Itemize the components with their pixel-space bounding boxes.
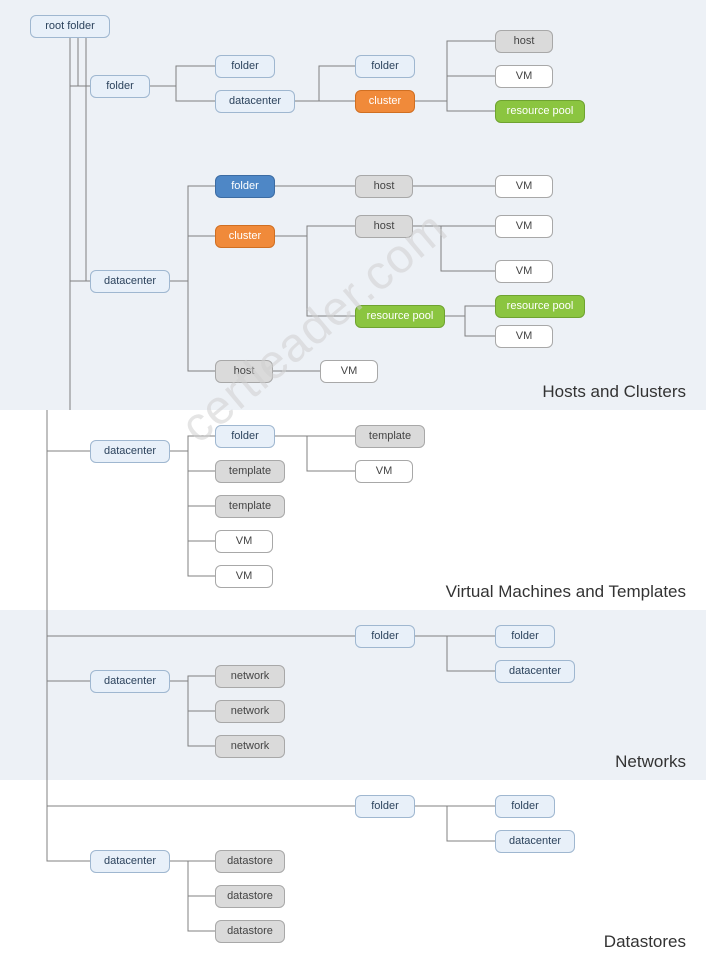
node-rp0: resource pool: [495, 100, 585, 123]
node-nw3: network: [215, 735, 285, 758]
section-vms-templates: datacenter folder template template VM VM temp…: [0, 410, 706, 610]
node-host5: host: [215, 360, 273, 383]
node-ds1: datastore: [215, 850, 285, 873]
node-nw1: network: [215, 665, 285, 688]
node-rp1: resource pool: [355, 305, 445, 328]
section-label-hosts-clusters: Hosts and Clusters: [542, 382, 686, 402]
section-label-datastores: Datastores: [604, 932, 686, 952]
node-nf1: folder: [355, 625, 415, 648]
section-hosts-clusters: root folder folder folder datacenter folder c…: [0, 0, 706, 410]
node-f2: folder: [355, 55, 415, 78]
node-df2: folder: [495, 795, 555, 818]
section-label-vms-templates: Virtual Machines and Templates: [446, 582, 686, 602]
wires-networks: [0, 610, 706, 780]
node-vf1: folder: [215, 425, 275, 448]
node-vm6: VM: [320, 360, 378, 383]
node-cl1: cluster: [355, 90, 415, 113]
node-dc3: datacenter: [90, 670, 170, 693]
diagram-canvas: root folder folder folder datacenter folder c…: [0, 0, 706, 960]
node-ds2: datastore: [215, 885, 285, 908]
node-f1: folder: [90, 75, 150, 98]
node-rp2: resource pool: [495, 295, 585, 318]
node-vm4a: VM: [495, 215, 553, 238]
wires-hosts-clusters: [0, 0, 706, 410]
section-networks: datacenter network network network folder fol…: [0, 610, 706, 780]
node-dc4: datacenter: [90, 850, 170, 873]
node-root: root folder: [30, 15, 110, 38]
node-vt2: template: [215, 495, 285, 518]
node-f1a: folder: [215, 55, 275, 78]
section-label-networks: Networks: [615, 752, 686, 772]
node-vvm2: VM: [215, 565, 273, 588]
node-vm4b: VM: [495, 260, 553, 283]
node-vvm1: VM: [215, 530, 273, 553]
node-dc2: datacenter: [90, 440, 170, 463]
node-vm0: VM: [495, 65, 553, 88]
node-df1: folder: [355, 795, 415, 818]
node-ndc: datacenter: [495, 660, 575, 683]
node-vm5: VM: [495, 325, 553, 348]
node-f3: folder: [215, 175, 275, 198]
node-vm3: VM: [495, 175, 553, 198]
node-host3: host: [355, 175, 413, 198]
node-dc1: datacenter: [90, 270, 170, 293]
node-ddc: datacenter: [495, 830, 575, 853]
node-vvm0: VM: [355, 460, 413, 483]
node-vt0: template: [355, 425, 425, 448]
node-host4: host: [355, 215, 413, 238]
node-host0: host: [495, 30, 553, 53]
node-nf2: folder: [495, 625, 555, 648]
node-ds3: datastore: [215, 920, 285, 943]
node-vt1: template: [215, 460, 285, 483]
node-cl2: cluster: [215, 225, 275, 248]
section-datastores: datacenter datastore datastore datastore fol…: [0, 780, 706, 960]
node-nw2: network: [215, 700, 285, 723]
node-f1b: datacenter: [215, 90, 295, 113]
